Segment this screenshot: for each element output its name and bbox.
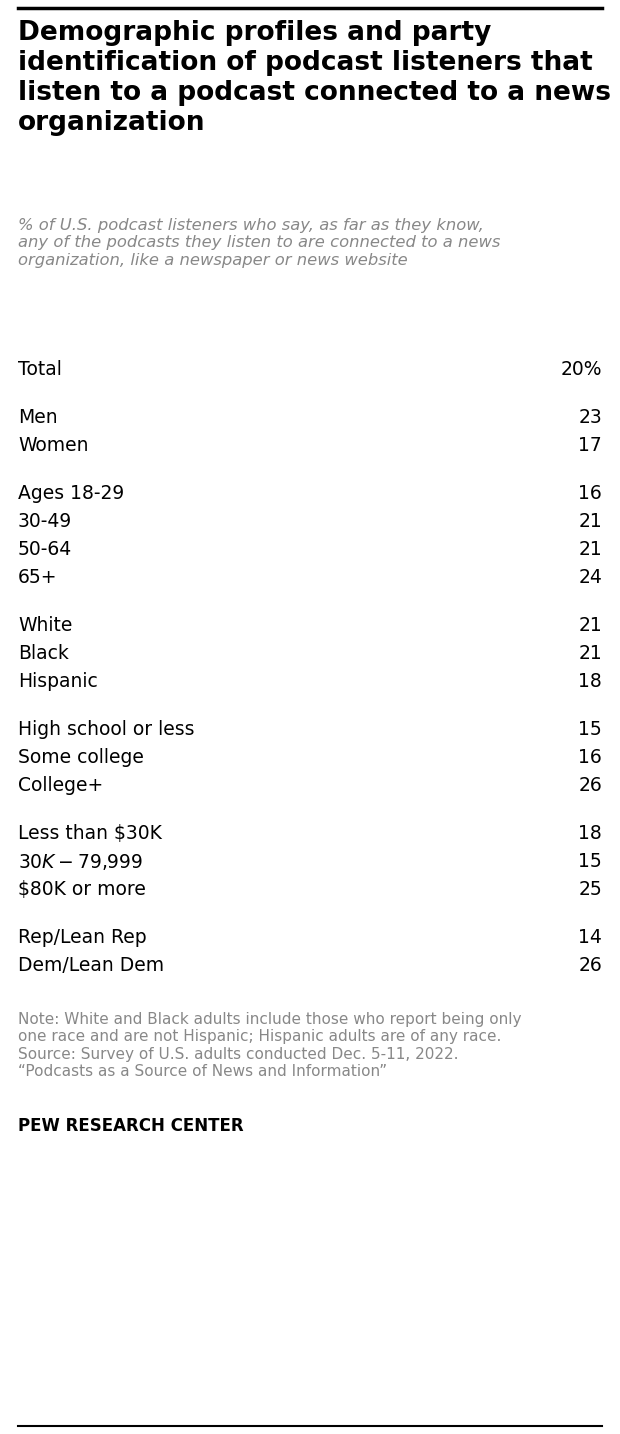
Text: 16: 16 [578, 485, 602, 503]
Text: $80K or more: $80K or more [18, 880, 146, 899]
Text: 26: 26 [578, 776, 602, 794]
Text: 14: 14 [578, 928, 602, 946]
Text: Ages 18-29: Ages 18-29 [18, 485, 124, 503]
Text: 21: 21 [578, 512, 602, 531]
Text: College+: College+ [18, 776, 104, 794]
Text: 21: 21 [578, 541, 602, 559]
Text: Women: Women [18, 436, 89, 455]
Text: Note: White and Black adults include those who report being only
one race and ar: Note: White and Black adults include tho… [18, 1012, 521, 1080]
Text: Men: Men [18, 409, 58, 427]
Text: High school or less: High school or less [18, 720, 195, 739]
Text: PEW RESEARCH CENTER: PEW RESEARCH CENTER [18, 1117, 244, 1134]
Text: 50-64: 50-64 [18, 541, 73, 559]
Text: % of U.S. podcast listeners who say, as far as they know,
any of the podcasts th: % of U.S. podcast listeners who say, as … [18, 218, 500, 268]
Text: Less than $30K: Less than $30K [18, 825, 162, 843]
Text: 26: 26 [578, 956, 602, 975]
Text: Total: Total [18, 360, 62, 379]
Text: 15: 15 [578, 720, 602, 739]
Text: 21: 21 [578, 644, 602, 663]
Text: Black: Black [18, 644, 69, 663]
Text: 30-49: 30-49 [18, 512, 73, 531]
Text: 21: 21 [578, 617, 602, 635]
Text: 24: 24 [578, 568, 602, 587]
Text: $30K-$79,999: $30K-$79,999 [18, 852, 143, 872]
Text: White: White [18, 617, 73, 635]
Text: Rep/Lean Rep: Rep/Lean Rep [18, 928, 146, 946]
Text: 15: 15 [578, 852, 602, 870]
Text: 18: 18 [578, 673, 602, 691]
Text: 16: 16 [578, 749, 602, 767]
Text: 18: 18 [578, 825, 602, 843]
Text: 17: 17 [578, 436, 602, 455]
Text: 23: 23 [578, 409, 602, 427]
Text: 25: 25 [578, 880, 602, 899]
Text: Some college: Some college [18, 749, 144, 767]
Text: Hispanic: Hispanic [18, 673, 98, 691]
Text: 20%: 20% [560, 360, 602, 379]
Text: Dem/Lean Dem: Dem/Lean Dem [18, 956, 164, 975]
Text: 65+: 65+ [18, 568, 58, 587]
Text: Demographic profiles and party
identification of podcast listeners that
listen t: Demographic profiles and party identific… [18, 20, 611, 136]
